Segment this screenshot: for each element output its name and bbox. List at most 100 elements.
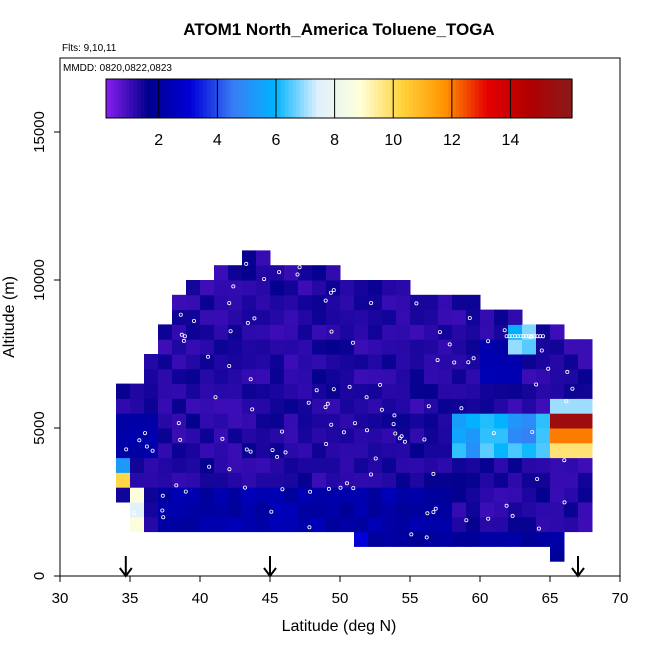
heatmap-cell — [214, 309, 229, 325]
heatmap-cell — [340, 516, 355, 533]
colorbar-segment — [152, 79, 158, 118]
sample-point — [328, 290, 333, 295]
sample-point — [295, 272, 300, 277]
heatmap-cell — [368, 280, 383, 296]
heatmap-cell — [382, 398, 397, 414]
heatmap-cell — [326, 472, 341, 488]
colorbar-segment — [529, 79, 534, 118]
heatmap-cell — [214, 368, 229, 385]
heatmap-cell — [480, 502, 495, 518]
heatmap-cell — [256, 294, 271, 311]
sample-point — [137, 438, 142, 443]
heatmap-cell — [214, 354, 229, 370]
heatmap-cell — [354, 339, 369, 355]
sample-point — [270, 448, 275, 453]
heatmap-cell — [438, 531, 453, 547]
heatmap-cell — [536, 324, 551, 340]
heatmap-cell — [550, 413, 565, 429]
heatmap-cell — [550, 487, 565, 503]
sample-point — [515, 334, 520, 339]
colorbar-segment — [459, 79, 464, 118]
heatmap-cell — [564, 487, 579, 503]
colorbar-segment — [474, 79, 480, 118]
sample-point — [535, 476, 540, 481]
heatmap-cell — [354, 324, 369, 340]
colorbar-segment — [253, 79, 259, 118]
heatmap-cell — [466, 383, 481, 399]
heatmap-cell — [200, 398, 215, 414]
heatmap-cell — [326, 265, 341, 281]
heatmap-cell — [340, 324, 355, 340]
sample-point — [422, 437, 427, 442]
heatmap-cell — [158, 442, 173, 459]
x-tick-label: 30 — [52, 590, 69, 607]
heatmap-cell — [522, 383, 537, 399]
heatmap-cell — [354, 368, 369, 385]
heatmap-cell — [172, 428, 187, 444]
heatmap-cell — [186, 354, 201, 370]
sample-point — [325, 401, 330, 406]
colorbar-segment — [191, 79, 196, 118]
x-axis: 30 35 40 45 50 55 60 65 70 — [52, 575, 628, 607]
heatmap-cell — [312, 368, 327, 385]
sample-point — [341, 430, 346, 435]
heatmap-cell — [480, 413, 495, 429]
heatmap-cell — [480, 339, 495, 355]
colorbar-segment — [206, 79, 212, 118]
heatmap-cell — [480, 309, 495, 325]
heatmap-cell — [438, 339, 453, 355]
heatmap-cell — [298, 442, 313, 459]
heatmap-cell — [480, 457, 495, 473]
heatmap-cell — [368, 398, 383, 414]
heatmap-cell — [200, 428, 215, 444]
colorbar-segment — [478, 79, 484, 118]
heatmap-cell — [438, 294, 453, 311]
heatmap-cell — [494, 472, 509, 488]
heatmap-cell — [354, 516, 369, 533]
heatmap-cell — [228, 487, 243, 503]
sample-point — [447, 342, 452, 347]
heatmap-cell — [536, 413, 551, 429]
colorbar-segment — [129, 79, 134, 118]
heatmap-cell — [466, 531, 481, 547]
heatmap-cell — [158, 354, 173, 370]
heatmap-cell — [452, 487, 467, 503]
heatmap-cell — [536, 383, 551, 399]
heatmap-cell — [494, 428, 509, 444]
colorbar-segment — [381, 79, 387, 118]
heatmap-cell — [438, 516, 453, 533]
heatmap-cell — [424, 354, 439, 370]
heatmap-cell — [452, 324, 467, 340]
heatmap-cell — [214, 294, 229, 311]
heatmap-cell — [200, 368, 215, 385]
sample-point — [486, 339, 491, 344]
heatmap-cell — [200, 413, 215, 429]
heatmap-cell — [550, 442, 565, 459]
heatmap-cell — [130, 487, 145, 503]
heatmap-cell — [508, 442, 523, 459]
sample-point — [191, 318, 196, 323]
heatmap-cell — [172, 487, 187, 503]
heatmap-cell — [494, 516, 509, 533]
heatmap-cell — [340, 442, 355, 459]
colorbar-segment — [160, 79, 165, 118]
heatmap-cell — [256, 339, 271, 355]
heatmap-cell — [564, 442, 579, 459]
heatmap-cell — [508, 472, 523, 488]
heatmap-cell — [228, 472, 243, 488]
heatmap-cell — [354, 428, 369, 444]
heatmap-cell — [578, 339, 593, 355]
sample-point — [527, 334, 532, 339]
heatmap-cell — [256, 428, 271, 444]
heatmap-cell — [172, 502, 187, 518]
heatmap-cell — [256, 354, 271, 370]
heatmap-cell — [494, 309, 509, 325]
heatmap-cell — [270, 457, 285, 473]
sample-point — [378, 382, 383, 387]
colorbar-segment — [397, 79, 402, 118]
heatmap-cell — [368, 368, 383, 385]
heatmap-cell — [284, 324, 299, 340]
colorbar-segment — [195, 79, 200, 118]
heatmap-cell — [256, 368, 271, 385]
sample-point — [562, 500, 567, 505]
